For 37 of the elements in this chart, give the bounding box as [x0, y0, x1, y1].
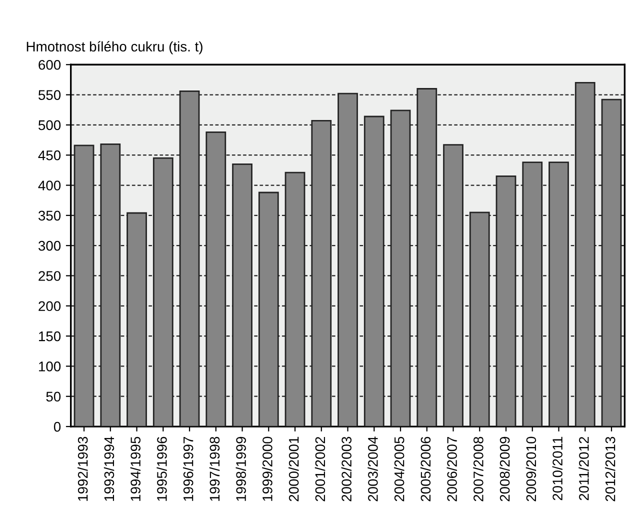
y-tick-label: 100 — [39, 362, 61, 372]
x-tick-label: 2010/2011 — [552, 436, 562, 500]
x-tick-label: 2012/2013 — [605, 436, 616, 502]
y-tick-label: 300 — [38, 240, 61, 251]
bar — [548, 162, 569, 427]
y-tick-label: 400 — [38, 180, 61, 190]
y-tick-label: 150 — [39, 331, 61, 342]
x-tick-label: 2006/2007 — [446, 436, 457, 502]
x-tick-label: 1996/1997 — [183, 436, 194, 501]
bar — [443, 144, 464, 427]
x-tick-label: 2011/2012 — [578, 436, 589, 500]
x-tick-label: 1998/1999 — [236, 436, 246, 501]
x-tick-label: 2008/2009 — [500, 436, 510, 502]
y-axis-title: Hmotnost bílého cukru (tis. t) — [26, 41, 202, 54]
x-tick-label: 2007/2008 — [473, 436, 484, 502]
x-tick-label: 2001/2002 — [314, 436, 326, 502]
x-tick-label: 2002/2003 — [341, 436, 352, 502]
x-tick-label: 2004/2005 — [394, 436, 404, 502]
y-tick-label: 350 — [38, 210, 61, 221]
x-tick-label: 1992/1993 — [78, 436, 88, 501]
x-tick-label: 1997/1998 — [209, 436, 220, 501]
y-tick-label: 250 — [38, 271, 61, 281]
x-tick-label: 1999/2000 — [262, 436, 272, 501]
x-tick-label: 1994/1995 — [130, 436, 140, 501]
y-tick-label: 500 — [38, 120, 61, 130]
y-tick-label: 200 — [38, 301, 61, 312]
x-tick-label: 2005/2006 — [420, 436, 431, 502]
y-tick-label: 0 — [54, 422, 61, 432]
y-tick-label: 600 — [38, 60, 61, 70]
y-tick-label: 50 — [46, 392, 61, 402]
x-tick-label: 2003/2004 — [368, 436, 378, 502]
x-tick-label: 2009/2010 — [526, 436, 536, 502]
y-tick-label: 450 — [38, 150, 61, 160]
y-tick-label: 550 — [38, 90, 61, 100]
x-tick-label: 1995/1996 — [156, 436, 167, 501]
x-tick-label: 2000/2001 — [288, 436, 299, 502]
x-tick-label: 1993/1994 — [104, 436, 114, 501]
